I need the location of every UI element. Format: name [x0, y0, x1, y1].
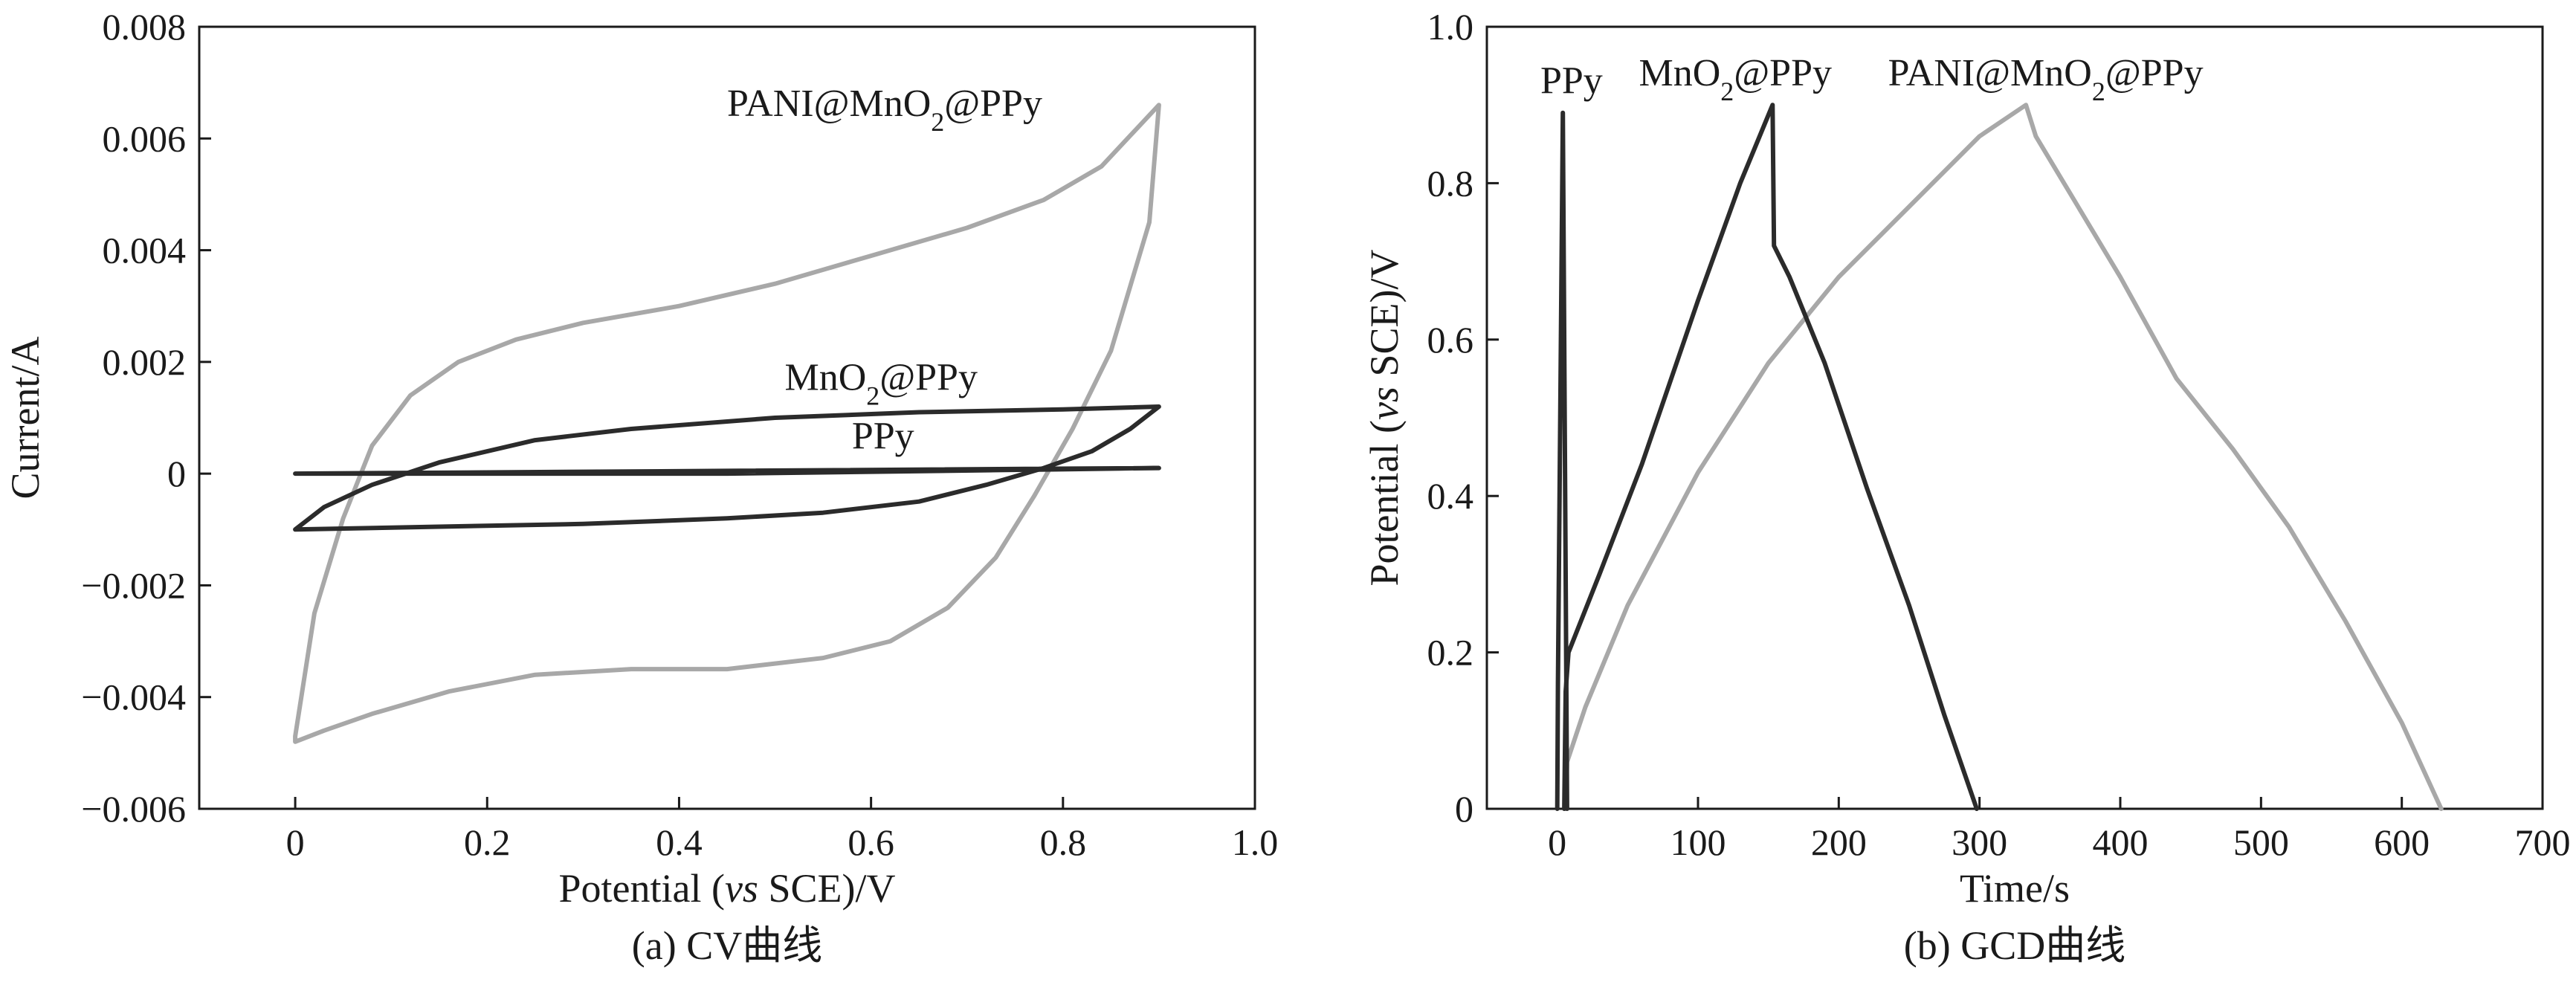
- cv-y-tick-label: −0.002: [81, 564, 186, 606]
- cv-annotation-mno2: MnO2@PPy: [784, 356, 978, 410]
- cv-x-tick-label: 1.0: [1232, 821, 1279, 863]
- gcd-annotation-pani: PANI@MnO2@PPy: [1888, 52, 2204, 106]
- gcd-series-pani-mno2-ppy: [1563, 103, 2444, 811]
- cv-y-tick-label: −0.006: [81, 788, 186, 830]
- gcd-plot-frame: [1485, 25, 2544, 810]
- gcd-x-tick-label: 500: [2233, 821, 2289, 863]
- cv-y-tick-label: 0.006: [103, 117, 187, 159]
- cv-x-tick-label: 0.6: [848, 821, 894, 863]
- gcd-x-axis-label: Time/s: [1960, 866, 2070, 911]
- cv-y-tick-label: 0.002: [103, 341, 187, 383]
- cv-x-tick-label: 0.8: [1040, 821, 1087, 863]
- cv-y-tick-label: 0: [167, 453, 186, 494]
- cv-y-tick-label: 0.008: [103, 6, 187, 48]
- gcd-x-tick-label: 600: [2374, 821, 2430, 863]
- gcd-x-tick-label: 100: [1670, 821, 1726, 863]
- cv-y-axis-label: Current/A: [3, 337, 48, 500]
- cv-y-tick-label: −0.004: [81, 676, 186, 718]
- cv-x-tick-label: 0.2: [464, 821, 511, 863]
- gcd-y-tick-label: 1.0: [1427, 6, 1474, 48]
- cv-x-tick-label: 0.4: [656, 821, 703, 863]
- gcd-x-tick-label: 700: [2515, 821, 2571, 863]
- gcd-annotation-mno2: MnO2@PPy: [1639, 52, 1832, 106]
- cv-plot-frame: [198, 25, 1256, 810]
- gcd-annotation-ppy: PPy: [1540, 59, 1603, 102]
- cv-series-mno2-ppy: [293, 404, 1161, 532]
- cv-chart: 0 0.2 0.4 0.6 0.8 1.0 −0.006 −0.004 −0.002 0 0.002…: [3, 6, 1278, 968]
- cv-y-tick-label: 0.004: [103, 230, 187, 271]
- gcd-y-tick-label: 0.8: [1427, 162, 1474, 204]
- gcd-series-mno2-ppy: [1562, 103, 1979, 811]
- gcd-y-tick-label: 0.6: [1427, 319, 1474, 361]
- gcd-caption: (b) GCD曲线: [1904, 923, 2125, 968]
- gcd-x-tick-label: 300: [1952, 821, 2007, 863]
- gcd-y-tick-label: 0.4: [1427, 475, 1474, 517]
- gcd-x-tick-label: 200: [1811, 821, 1867, 863]
- gcd-y-tick-label: 0: [1455, 788, 1473, 830]
- cv-caption: (a) CV曲线: [632, 923, 822, 968]
- cv-annotation-pani: PANI@MnO2@PPy: [727, 83, 1042, 137]
- cv-x-tick-label: 0: [286, 821, 305, 863]
- gcd-y-axis-label: Potential (vs SCE)/V: [1362, 250, 1407, 587]
- cv-series-pani-mno2-ppy: [293, 103, 1161, 744]
- gcd-x-tick-label: 0: [1548, 821, 1566, 863]
- gcd-x-tick-label: 400: [2093, 821, 2149, 863]
- gcd-y-tick-label: 0.2: [1427, 632, 1474, 673]
- gcd-chart: 0 100 200 300 400 500 600 700 0 0.2 0.4 0.6 0.8 1.0 PP…: [1362, 6, 2571, 968]
- cv-annotation-ppy: PPy: [852, 415, 914, 457]
- cv-x-axis-label: Potential (vs SCE)/V: [559, 866, 896, 911]
- gcd-series-ppy: [1555, 110, 1569, 811]
- cv-series-ppy: [293, 465, 1161, 477]
